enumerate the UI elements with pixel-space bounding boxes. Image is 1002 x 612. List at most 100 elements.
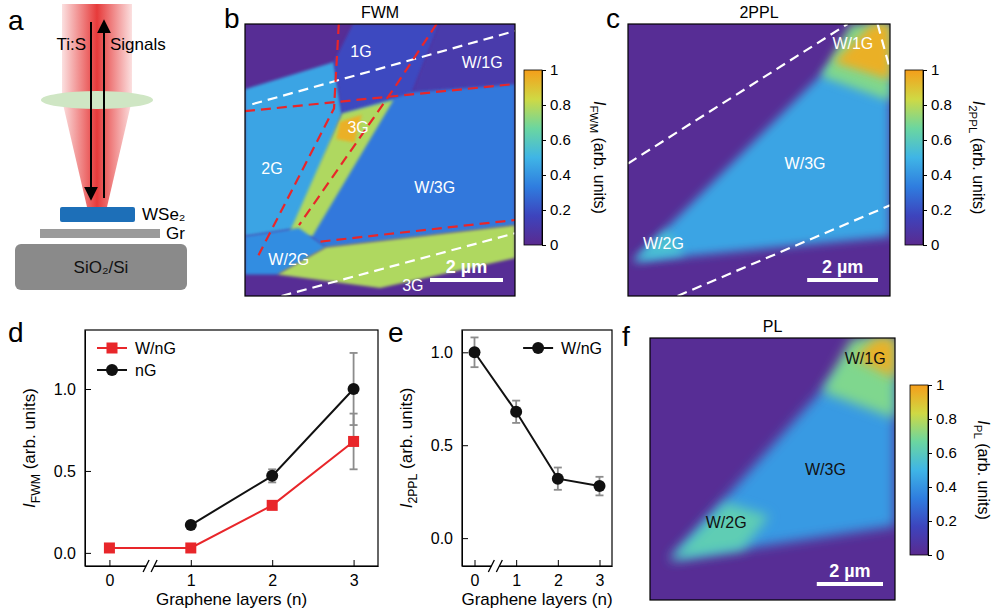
legend: W/nG nG	[97, 340, 176, 379]
axis-line	[86, 566, 379, 567]
tick: 0	[923, 236, 939, 253]
region-label: W/2G	[706, 514, 747, 531]
axis-break	[143, 560, 149, 572]
tick-label: 0.8	[931, 96, 952, 113]
panel-title: FWM	[361, 4, 399, 21]
label-part: (arb. units)	[397, 388, 416, 474]
error-bar-cap	[512, 400, 520, 402]
tick-label: 0.6	[550, 131, 571, 148]
tick-mark	[191, 560, 192, 566]
tick-label: 0.8	[550, 96, 571, 113]
legend-marker	[532, 342, 544, 354]
tick-mark	[475, 560, 476, 566]
tick-label: 0.5	[431, 437, 453, 454]
colorbar-axis: 00.20.40.60.81	[542, 61, 571, 253]
label: Ti:S	[56, 35, 86, 54]
tick-label: 1	[512, 572, 521, 589]
error-bar-cap	[554, 467, 562, 469]
arrow	[103, 22, 105, 198]
tick-mark	[272, 560, 273, 566]
tick-mark	[542, 140, 546, 141]
tick: 0.4	[923, 166, 952, 183]
plot-area	[104, 353, 360, 554]
boundary	[245, 84, 515, 111]
tick: 0	[105, 560, 114, 589]
plot-area	[469, 337, 606, 495]
boundary	[252, 31, 515, 104]
panel-letter: b	[224, 3, 240, 34]
map-region	[833, 24, 890, 80]
label-part: PL	[972, 425, 984, 440]
tick-label: 0	[936, 546, 944, 563]
legend-label: W/nG	[561, 340, 602, 357]
lens	[41, 91, 153, 109]
figure: Ti:SSignalsWSe₂GrSiO₂/Sia1GW/1G3G2GW/3GW…	[0, 0, 1002, 612]
axis-break	[488, 560, 494, 572]
colorbar-title: IFWM (arb. units)	[588, 101, 608, 214]
label-part: (arb. units)	[591, 133, 608, 214]
tick: 0.8	[923, 96, 952, 113]
arrow	[90, 22, 92, 198]
tick: 0.8	[928, 410, 957, 427]
tick: 0.6	[542, 131, 571, 148]
legend-item: W/nG	[523, 340, 602, 357]
tick-mark	[85, 389, 91, 390]
tick-label: 2	[554, 572, 563, 589]
series-line	[475, 352, 600, 486]
tick-mark	[923, 210, 927, 211]
boundary	[628, 24, 848, 163]
tick-label: 1	[931, 61, 939, 78]
tick-mark	[462, 538, 468, 539]
colorbar-axis: 00.20.40.60.81	[928, 376, 957, 563]
tick-mark	[542, 175, 546, 176]
tick-label: 0.0	[431, 530, 453, 547]
tick-label: 0.5	[54, 463, 76, 480]
scale-bar	[817, 582, 883, 586]
map-frame	[650, 338, 895, 600]
region-label: 1G	[350, 43, 371, 60]
tick: 2	[554, 560, 563, 589]
tick-label: 0	[931, 236, 939, 253]
tick-mark	[85, 471, 91, 472]
series-line	[109, 441, 353, 548]
boundary	[321, 220, 515, 242]
tick-label: 1.0	[54, 381, 76, 398]
substrate	[15, 244, 187, 290]
tick-mark	[109, 560, 110, 566]
legend-label: W/nG	[135, 340, 176, 357]
colorbar	[524, 70, 542, 245]
wse2-layer	[60, 207, 135, 222]
panel-letter: c	[606, 3, 620, 34]
tick-label: 1	[550, 61, 558, 78]
tick: 0	[542, 236, 558, 253]
region-label: W/3G	[414, 179, 455, 196]
axis-break	[151, 560, 157, 572]
marker	[510, 406, 522, 418]
error-bar-cap	[350, 352, 358, 354]
axis-line	[462, 331, 463, 567]
scale-bar-label: 2 µm	[446, 257, 487, 277]
tick-mark	[928, 419, 932, 420]
error-bar-cap	[512, 422, 520, 424]
tick-label: 0	[471, 572, 480, 589]
graphene-layer	[40, 229, 160, 238]
tick: 0.5	[431, 437, 468, 454]
map-region	[670, 338, 895, 560]
boundary	[281, 233, 515, 296]
tick-mark	[354, 560, 355, 566]
tick: 1.0	[431, 344, 468, 361]
tick: 1	[923, 61, 939, 78]
scale-bar-label: 2 µm	[822, 257, 863, 277]
tick: 0.0	[54, 545, 91, 562]
label: WSe₂	[142, 205, 185, 224]
legend-marker	[107, 343, 118, 354]
tick-label: 1.0	[431, 344, 453, 361]
legend-item: nG	[97, 362, 156, 379]
label-part: (arb. units)	[20, 388, 39, 474]
marker	[104, 542, 115, 553]
tick-label: 0	[105, 572, 114, 589]
colorbar	[910, 385, 928, 555]
marker	[348, 383, 360, 395]
tick: 0	[471, 560, 480, 589]
map-region	[633, 24, 890, 261]
